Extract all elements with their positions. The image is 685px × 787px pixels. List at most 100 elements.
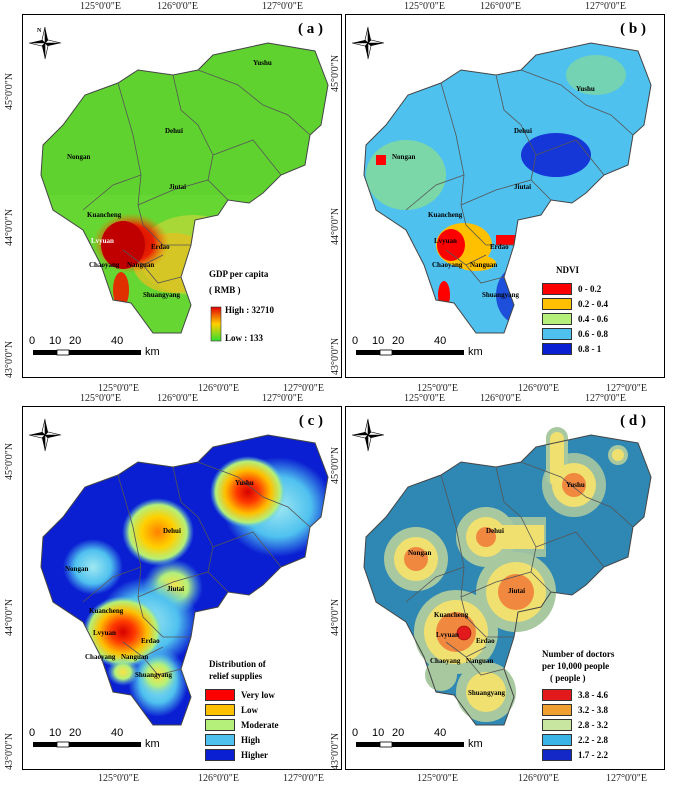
legend-item: 2.8 - 3.2 <box>542 719 608 731</box>
legend-swatch <box>542 689 572 701</box>
panel-b-ndvi-map: ( b ) Yushu Dehui Nongan Jiutai Kuanchen… <box>345 14 665 378</box>
scale-20: 20 <box>392 335 405 347</box>
panel-a-gdp-map: ( a ) N Yushu Dehui Nongan Jiutai Kuanch… <box>22 14 342 378</box>
lon-tick: 127°0'0"E <box>585 1 626 12</box>
legend-item: Higher <box>205 749 268 761</box>
lon-tick: 126°0'0"E <box>480 393 521 404</box>
lat-tick: 43°0'0"N <box>330 732 341 770</box>
legend-swatch <box>542 734 572 746</box>
scale-10: 10 <box>372 727 385 739</box>
lon-tick: 125°0'0"E <box>98 773 139 784</box>
lon-tick: 127°0'0"E <box>606 773 647 784</box>
city-nongan: Nongan <box>392 153 416 161</box>
legend-swatch <box>205 689 235 701</box>
lon-tick: 127°0'0"E <box>585 393 626 404</box>
lon-tick: 126°0'0"E <box>198 383 239 394</box>
legend-item: Low <box>205 704 258 716</box>
legend-item: High <box>205 734 260 746</box>
city-nanguan: Nanguan <box>470 261 498 269</box>
scale-0: 0 <box>352 335 359 347</box>
scale-40: 40 <box>111 335 124 347</box>
city-yushu: Yushu <box>576 85 595 93</box>
lat-tick: 43°0'0"N <box>4 340 15 378</box>
lat-tick: 44°0'0"N <box>330 207 341 245</box>
legend-swatch <box>542 749 572 761</box>
lon-tick: 125°0'0"E <box>404 1 445 12</box>
city-shuangyang: Shuangyang <box>135 671 172 679</box>
legend-title-2: relief supplies <box>209 671 263 681</box>
panel-label: ( c ) <box>298 413 323 429</box>
legend-swatch <box>542 283 572 295</box>
lat-tick: 45°0'0"N <box>330 54 341 92</box>
compass-n: N <box>37 28 42 34</box>
scale-unit: km <box>468 738 483 750</box>
lon-tick: 125°0'0"E <box>80 393 121 404</box>
lat-tick: 43°0'0"N <box>330 337 341 375</box>
legend-item: 1.7 - 2.2 <box>542 749 608 761</box>
scale-0: 0 <box>29 727 36 739</box>
city-erdao: Erdao <box>141 637 160 645</box>
lon-tick: 125°0'0"E <box>417 773 458 784</box>
legend-swatch <box>205 734 235 746</box>
scale-10: 10 <box>372 335 385 347</box>
legend-title: Distribution of <box>209 659 266 669</box>
scale-20: 20 <box>69 335 82 347</box>
city-yushu: Yushu <box>253 59 272 67</box>
lon-tick: 127°0'0"E <box>262 1 303 12</box>
city-chaoyang: Chaoyang <box>430 657 461 665</box>
city-nongan: Nongan <box>65 565 89 573</box>
scale-0: 0 <box>352 727 359 739</box>
city-jiutai: Jiutai <box>169 183 187 191</box>
lon-tick: 126°0'0"E <box>518 383 559 394</box>
lon-tick: 127°0'0"E <box>283 773 324 784</box>
legend-item: 3.2 - 3.8 <box>542 704 608 716</box>
lon-tick: 126°0'0"E <box>157 393 198 404</box>
legend-item: 0.4 - 0.6 <box>542 313 608 325</box>
city-erdao: Erdao <box>151 243 170 251</box>
lat-tick: 44°0'0"N <box>330 598 341 636</box>
city-jiutai: Jiutai <box>508 587 526 595</box>
legend-swatch <box>205 719 235 731</box>
panel-label: ( a ) <box>298 21 323 37</box>
lat-tick: 45°0'0"N <box>4 72 15 110</box>
legend-swatch <box>205 704 235 716</box>
panel-label: ( b ) <box>620 21 646 37</box>
scale-40: 40 <box>111 727 124 739</box>
city-dehui: Dehui <box>165 127 183 135</box>
panel-d-doctors-map: ( d ) Yushu Dehui Nongan Jiutai Kuanchen… <box>345 406 665 770</box>
scale-20: 20 <box>69 727 82 739</box>
city-shuangyang: Shuangyang <box>468 689 505 697</box>
panel-c-relief-map: ( c ) Yushu Dehui Nongan Jiutai Kuanchen… <box>22 406 342 770</box>
lat-tick: 43°0'0"N <box>4 732 15 770</box>
scale-10: 10 <box>49 727 62 739</box>
city-yushu: Yushu <box>566 481 585 489</box>
city-kuancheng: Kuancheng <box>87 211 122 219</box>
lon-tick: 127°0'0"E <box>283 383 324 394</box>
legend-swatch <box>542 704 572 716</box>
city-chaoyang: Chaoyang <box>85 653 116 661</box>
lon-tick: 127°0'0"E <box>606 383 647 394</box>
lat-tick: 45°0'0"N <box>4 442 15 480</box>
lat-tick: 44°0'0"N <box>4 598 15 636</box>
panel-label: ( d ) <box>620 413 646 429</box>
lon-tick: 126°0'0"E <box>198 773 239 784</box>
city-chaoyang: Chaoyang <box>89 261 120 269</box>
city-shuangyang: Shuangyang <box>143 291 180 299</box>
legend-high: High : 32710 <box>225 305 275 315</box>
legend-item: 0.2 - 0.4 <box>542 298 608 310</box>
legend-swatch <box>542 343 572 355</box>
lon-tick: 126°0'0"E <box>157 1 198 12</box>
legend-swatch <box>542 298 572 310</box>
city-shuangyang: Shuangyang <box>482 291 519 299</box>
legend-swatch <box>542 719 572 731</box>
scale-40: 40 <box>434 335 447 347</box>
city-nongan: Nongan <box>67 153 91 161</box>
city-dehui: Dehui <box>486 527 504 535</box>
legend-title: Number of doctors <box>542 649 615 659</box>
legend-title-2: per 10,000 people <box>542 661 610 671</box>
city-kuancheng: Kuancheng <box>428 211 463 219</box>
city-kuancheng: Kuancheng <box>89 607 124 615</box>
city-lvyuan: Lvyuan <box>91 237 114 245</box>
legend-item: 0.6 - 0.8 <box>542 328 608 340</box>
lon-tick: 127°0'0"E <box>262 393 303 404</box>
